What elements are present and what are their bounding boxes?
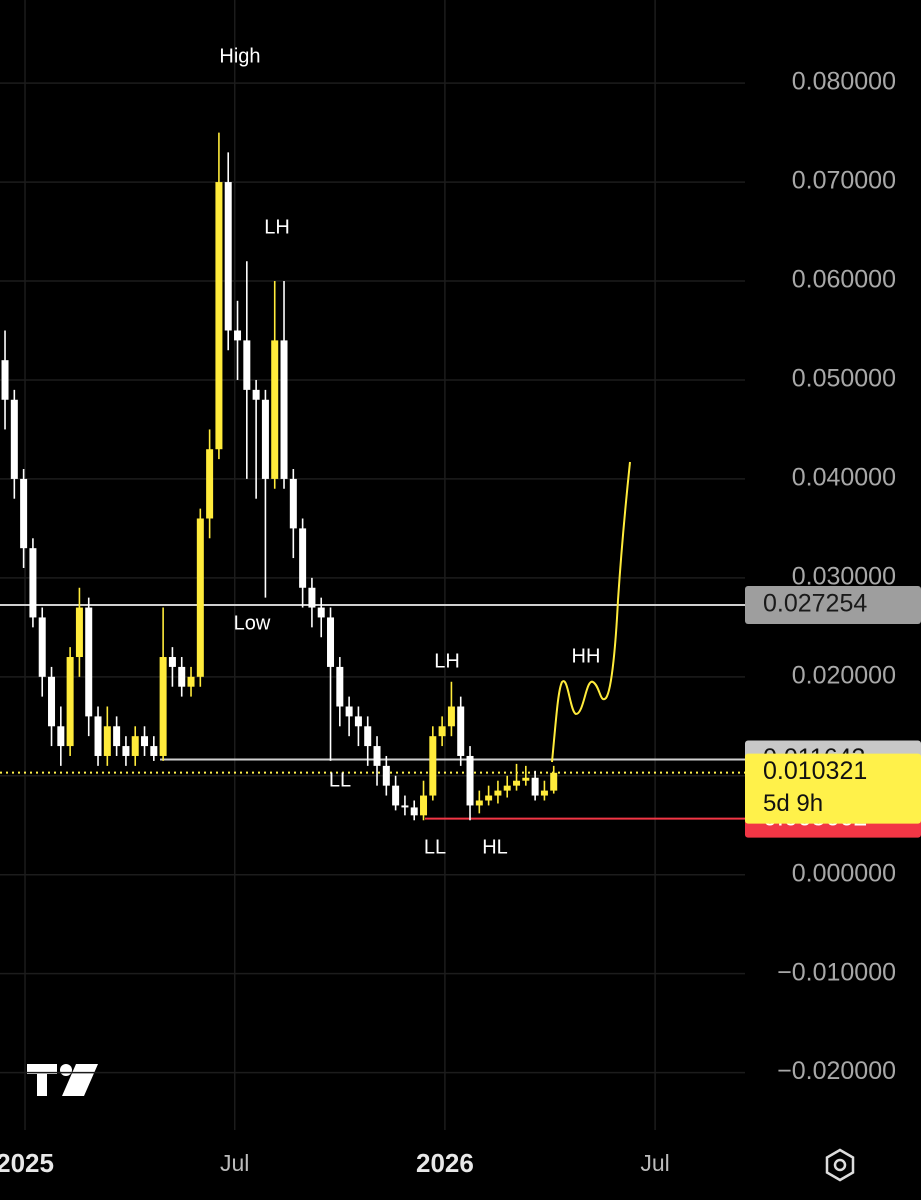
candle-body xyxy=(447,706,455,727)
candle-body xyxy=(29,548,37,618)
candle-body xyxy=(429,736,437,796)
candle-body xyxy=(261,399,269,479)
candle-body xyxy=(159,657,167,756)
candle-body xyxy=(410,807,418,816)
candle-body xyxy=(531,777,539,796)
price-badge-label: 0.027254 xyxy=(763,590,867,618)
candle-body xyxy=(299,528,307,588)
y-tick-label: −0.020000 xyxy=(777,1057,896,1085)
candle-body xyxy=(438,726,446,737)
candle-body xyxy=(466,755,474,806)
candle-body xyxy=(48,676,56,727)
candle-body xyxy=(113,726,121,747)
candle-body xyxy=(289,478,297,529)
candle-body xyxy=(354,716,362,727)
annotation: LL xyxy=(329,769,351,791)
candle-body xyxy=(187,676,195,687)
candle-body xyxy=(75,607,83,658)
annotation: LH xyxy=(434,650,460,672)
candle-body xyxy=(522,777,530,781)
candle-body xyxy=(513,780,521,786)
candle-body xyxy=(131,736,139,756)
candle-body xyxy=(503,785,511,791)
candle-body xyxy=(457,706,465,756)
y-tick-label: −0.010000 xyxy=(777,958,896,986)
candle-body xyxy=(38,617,46,677)
candle-body xyxy=(103,726,111,756)
settings-icon[interactable] xyxy=(825,1148,855,1182)
x-tick-label: 2026 xyxy=(416,1148,474,1178)
candle-body xyxy=(150,746,158,756)
annotation: HH xyxy=(572,645,601,667)
tradingview-logo xyxy=(27,1064,98,1096)
candle-body xyxy=(401,805,409,808)
annotation: LH xyxy=(264,216,290,238)
candle-body xyxy=(85,607,93,717)
price-badge xyxy=(745,586,921,625)
candle-body xyxy=(280,340,288,479)
price-badge-label: 0.010321 xyxy=(763,757,867,785)
candle-body xyxy=(373,746,381,766)
annotation: LL xyxy=(424,836,446,858)
price-badge xyxy=(745,753,921,824)
countdown-label: 5d 9h xyxy=(763,790,823,817)
y-tick-label: 0.020000 xyxy=(792,661,896,689)
candle-body xyxy=(66,657,74,747)
y-tick-label: 0.070000 xyxy=(792,167,896,195)
annotation: High xyxy=(219,45,260,67)
candle-body xyxy=(382,765,390,786)
candle-body xyxy=(141,736,149,747)
x-tick-label: Jul xyxy=(220,1150,249,1176)
y-tick-label: 0.030000 xyxy=(792,562,896,590)
candle-body xyxy=(206,449,214,519)
candle-body xyxy=(494,790,502,796)
candle-body xyxy=(345,706,353,717)
candle-body xyxy=(178,666,186,687)
y-tick-label: 0.080000 xyxy=(792,68,896,96)
annotation: Low xyxy=(234,612,271,634)
projection-path xyxy=(551,461,631,763)
candle-body xyxy=(196,518,204,677)
y-tick-label: 0.050000 xyxy=(792,365,896,393)
candle-body xyxy=(327,617,335,667)
annotation: HL xyxy=(482,836,508,858)
candle-body xyxy=(20,478,28,549)
candle-body xyxy=(252,389,260,400)
candle-body xyxy=(10,399,18,479)
candle-body xyxy=(243,340,251,390)
candle-body xyxy=(94,716,102,756)
candle-body xyxy=(550,772,558,791)
x-tick-label: Jul xyxy=(640,1150,669,1176)
candle-body xyxy=(475,800,483,806)
candle-body xyxy=(57,726,65,747)
candle-body xyxy=(234,330,242,341)
y-tick-label: 0.000000 xyxy=(792,859,896,887)
candle-body xyxy=(317,607,325,618)
candle-body xyxy=(336,666,344,707)
candle-body xyxy=(392,785,400,806)
y-tick-label: 0.060000 xyxy=(792,266,896,294)
y-tick-label: 0.040000 xyxy=(792,464,896,492)
candle-body xyxy=(364,726,372,747)
candle-body xyxy=(540,790,548,796)
candle-body xyxy=(122,746,130,756)
candle-body xyxy=(168,657,176,667)
candle-body xyxy=(215,182,223,450)
candle-body xyxy=(271,340,279,479)
candle-body xyxy=(420,795,428,816)
candle-body xyxy=(308,587,316,608)
candle-body xyxy=(224,182,232,331)
candle-body xyxy=(1,360,9,400)
x-tick-label: 2025 xyxy=(0,1148,54,1178)
candle-body xyxy=(485,795,493,801)
